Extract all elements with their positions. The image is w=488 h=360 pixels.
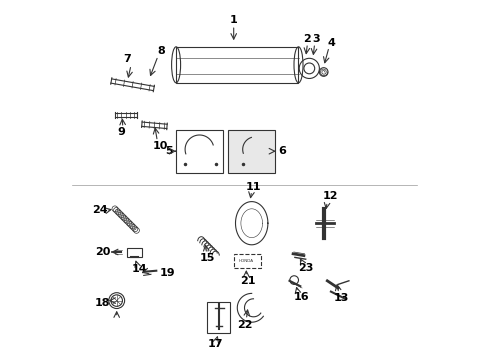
Text: 24: 24	[92, 204, 107, 215]
Text: 15: 15	[199, 253, 214, 264]
Text: 22: 22	[237, 320, 252, 330]
Text: 10: 10	[152, 141, 167, 151]
Text: 1: 1	[229, 15, 237, 25]
Text: 21: 21	[240, 276, 255, 286]
Text: 4: 4	[327, 38, 335, 48]
Text: 16: 16	[293, 292, 308, 302]
Text: 8: 8	[157, 46, 164, 56]
Text: 11: 11	[245, 182, 261, 192]
Text: 12: 12	[322, 191, 337, 201]
Text: 7: 7	[123, 54, 131, 64]
Text: 13: 13	[333, 293, 348, 303]
Text: 23: 23	[297, 263, 313, 273]
Bar	[176, 130, 223, 173]
Bar	[206, 302, 230, 333]
Text: 6: 6	[278, 146, 285, 156]
Text: 20: 20	[95, 247, 110, 257]
Bar	[228, 130, 275, 173]
Bar	[176, 47, 298, 83]
Text: 5: 5	[165, 146, 172, 156]
Text: 2: 2	[303, 34, 311, 44]
Text: 9: 9	[117, 127, 125, 138]
Text: 3: 3	[311, 34, 319, 44]
Text: 19: 19	[159, 268, 175, 278]
Text: 14: 14	[131, 264, 147, 274]
Text: 17: 17	[207, 339, 222, 349]
Text: 18: 18	[94, 298, 110, 308]
Bar	[233, 254, 260, 268]
Text: HONDA: HONDA	[238, 259, 253, 263]
Bar	[127, 248, 142, 257]
